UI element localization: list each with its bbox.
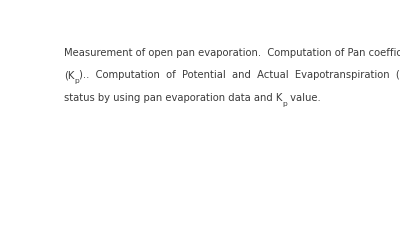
Text: Measurement of open pan evaporation.  Computation of Pan coefficient: Measurement of open pan evaporation. Com… (64, 48, 400, 58)
Text: p: p (74, 78, 79, 84)
Text: )..  Computation  of  Potential  and  Actual  Evapotranspiration  (ET): ).. Computation of Potential and Actual … (79, 70, 400, 80)
Text: status by using pan evaporation data and K: status by using pan evaporation data and… (64, 93, 282, 103)
Text: (K: (K (64, 70, 74, 80)
Text: p: p (282, 101, 287, 107)
Text: value.: value. (287, 93, 321, 103)
